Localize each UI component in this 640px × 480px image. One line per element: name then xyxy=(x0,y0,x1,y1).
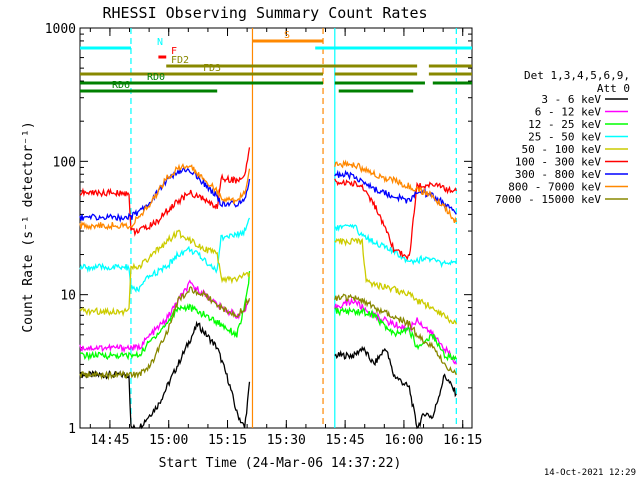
plot-area: 14:45 15:00 15:15 15:30 15:45 16:00 16:15 1 10 10… xyxy=(45,22,483,448)
legend-entry-label: 7000 - 15000 keV xyxy=(495,193,601,206)
series-line-8 xyxy=(79,159,457,231)
y-tick-label: 1 xyxy=(68,422,76,437)
x-tick-label: 15:30 xyxy=(267,433,306,448)
flag-label-f: F xyxy=(171,46,177,57)
plot-frame xyxy=(79,27,473,429)
series-line-3 xyxy=(80,271,457,362)
legend-entry-label: 800 - 7000 keV xyxy=(508,181,601,194)
series-line-6 xyxy=(79,147,457,261)
flag-label-fd3: FD3 xyxy=(203,63,221,74)
legend-header: Det 1,3,4,5,6,9, xyxy=(524,69,630,82)
legend-entry-label: 12 - 25 keV xyxy=(528,118,601,131)
series-line-9 xyxy=(79,286,457,381)
legend-entry-label: 25 - 50 keV xyxy=(528,131,601,144)
legend-entry-label: 6 - 12 keV xyxy=(535,106,602,119)
legend-header: Att 0 xyxy=(597,82,630,95)
legend-entry-label: 50 - 100 keV xyxy=(522,143,602,156)
flag-label-s: S xyxy=(284,30,290,41)
series-line-5 xyxy=(79,229,457,325)
y-tick-label: 1000 xyxy=(45,22,76,37)
series-line-7 xyxy=(79,166,457,223)
chart-title: RHESSI Observing Summary Count Rates xyxy=(102,4,427,22)
x-tick-label: 16:00 xyxy=(384,433,423,448)
x-tick-label: 15:00 xyxy=(149,433,188,448)
flag-label-fd2: FD2 xyxy=(171,55,189,66)
y-axis-label: Count Rate (s⁻¹ detector⁻¹) xyxy=(21,121,36,332)
x-tick-label: 15:45 xyxy=(326,433,365,448)
legend-entry-label: 300 - 800 keV xyxy=(515,168,601,181)
flag-label-n: N xyxy=(157,37,163,48)
x-tick-label: 14:45 xyxy=(90,433,129,448)
flag-label-rd0: RD0 xyxy=(147,72,165,83)
x-tick-label: 15:15 xyxy=(208,433,247,448)
y-tick-label: 100 xyxy=(53,155,76,170)
x-tick-label: 16:15 xyxy=(443,433,482,448)
legend-entry-label: 100 - 300 keV xyxy=(515,156,601,169)
footer-timestamp: 14-Oct-2021 12:29 xyxy=(544,468,636,478)
flag-label-rd6: RD6 xyxy=(112,80,130,91)
x-axis-label: Start Time (24-Mar-06 14:37:22) xyxy=(159,456,402,471)
y-tick-label: 10 xyxy=(60,289,76,304)
legend-entry-label: 3 - 6 keV xyxy=(541,93,601,106)
